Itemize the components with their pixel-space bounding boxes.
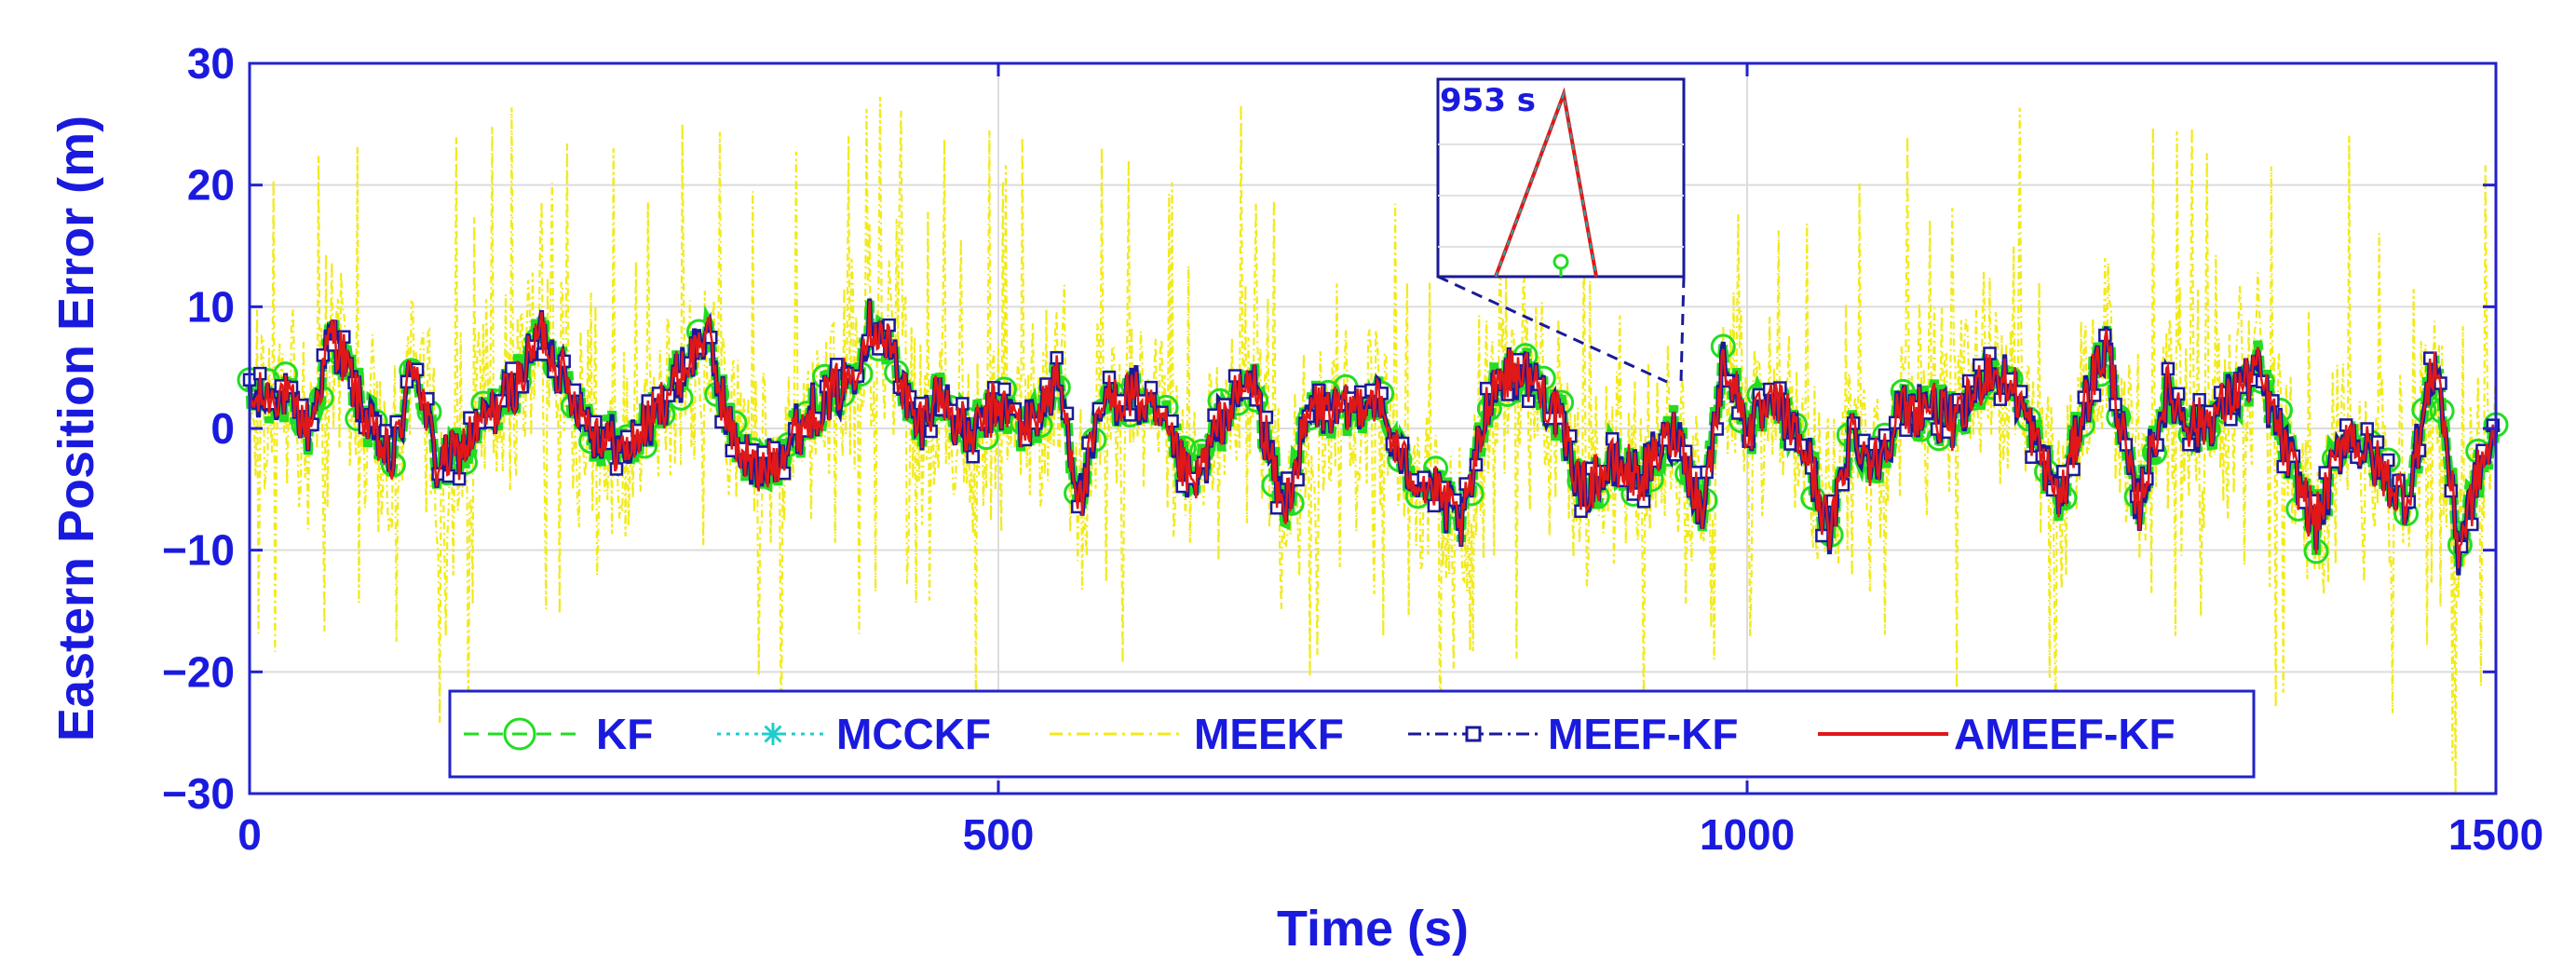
series-ameef-kf bbox=[248, 300, 2498, 569]
legend-label: MEEF-KF bbox=[1548, 710, 1738, 758]
legend: KF MCCKF MEEKF MEEF-KF AMEEF-KF bbox=[448, 689, 2256, 779]
series-meekf bbox=[248, 96, 2498, 795]
y-tick-label: 10 bbox=[187, 282, 235, 331]
y-tick-label: −10 bbox=[162, 526, 235, 575]
inset-content bbox=[1438, 87, 1684, 278]
inset-connector-line bbox=[1437, 275, 1668, 384]
ameef-kf-line bbox=[248, 300, 2498, 569]
y-tick-label: −30 bbox=[162, 769, 235, 818]
legend-label: KF bbox=[596, 710, 653, 758]
y-tick-label: 0 bbox=[210, 404, 235, 453]
inset-connector-line bbox=[1679, 276, 1686, 383]
y-tick-label: 20 bbox=[187, 161, 235, 210]
legend-item-meekf: MEEKF bbox=[1050, 710, 1344, 758]
x-tick-label: 500 bbox=[963, 810, 1035, 859]
legend-marker bbox=[1465, 726, 1482, 742]
x-tick-label: 0 bbox=[237, 810, 262, 859]
x-tick-label: 1000 bbox=[1700, 810, 1795, 859]
legend-entries: KF MCCKF MEEKF MEEF-KF AMEEF-KF bbox=[464, 710, 2176, 758]
inset-label: 953 s bbox=[1440, 82, 1536, 119]
legend-label: MCCKF bbox=[836, 710, 991, 758]
inset-box bbox=[1436, 77, 1686, 278]
meekf-line bbox=[248, 96, 2498, 795]
legend-label: MEEKF bbox=[1194, 710, 1344, 758]
zoom-inset: 953 s bbox=[1436, 77, 1686, 384]
legend-item-mcckf: MCCKF bbox=[717, 710, 991, 758]
y-tick-label: −20 bbox=[162, 647, 235, 696]
y-axis-title: Eastern Position Error (m) bbox=[48, 115, 104, 741]
legend-box bbox=[448, 689, 2256, 779]
legend-marker bbox=[764, 725, 782, 743]
legend-marker bbox=[503, 717, 536, 751]
legend-item-kf: KF bbox=[464, 710, 653, 758]
legend-item-meef-kf: MEEF-KF bbox=[1408, 710, 1738, 758]
legend-label: AMEEF-KF bbox=[1954, 710, 2176, 758]
kf-marker bbox=[2321, 445, 2347, 471]
legend-item-ameef-kf: AMEEF-KF bbox=[1818, 710, 2176, 758]
x-axis-title: Time (s) bbox=[1277, 901, 1469, 957]
x-tick-label: 1500 bbox=[2448, 810, 2543, 859]
y-tick-label: 30 bbox=[187, 39, 235, 88]
inset-mcckf-line bbox=[1495, 90, 1597, 278]
